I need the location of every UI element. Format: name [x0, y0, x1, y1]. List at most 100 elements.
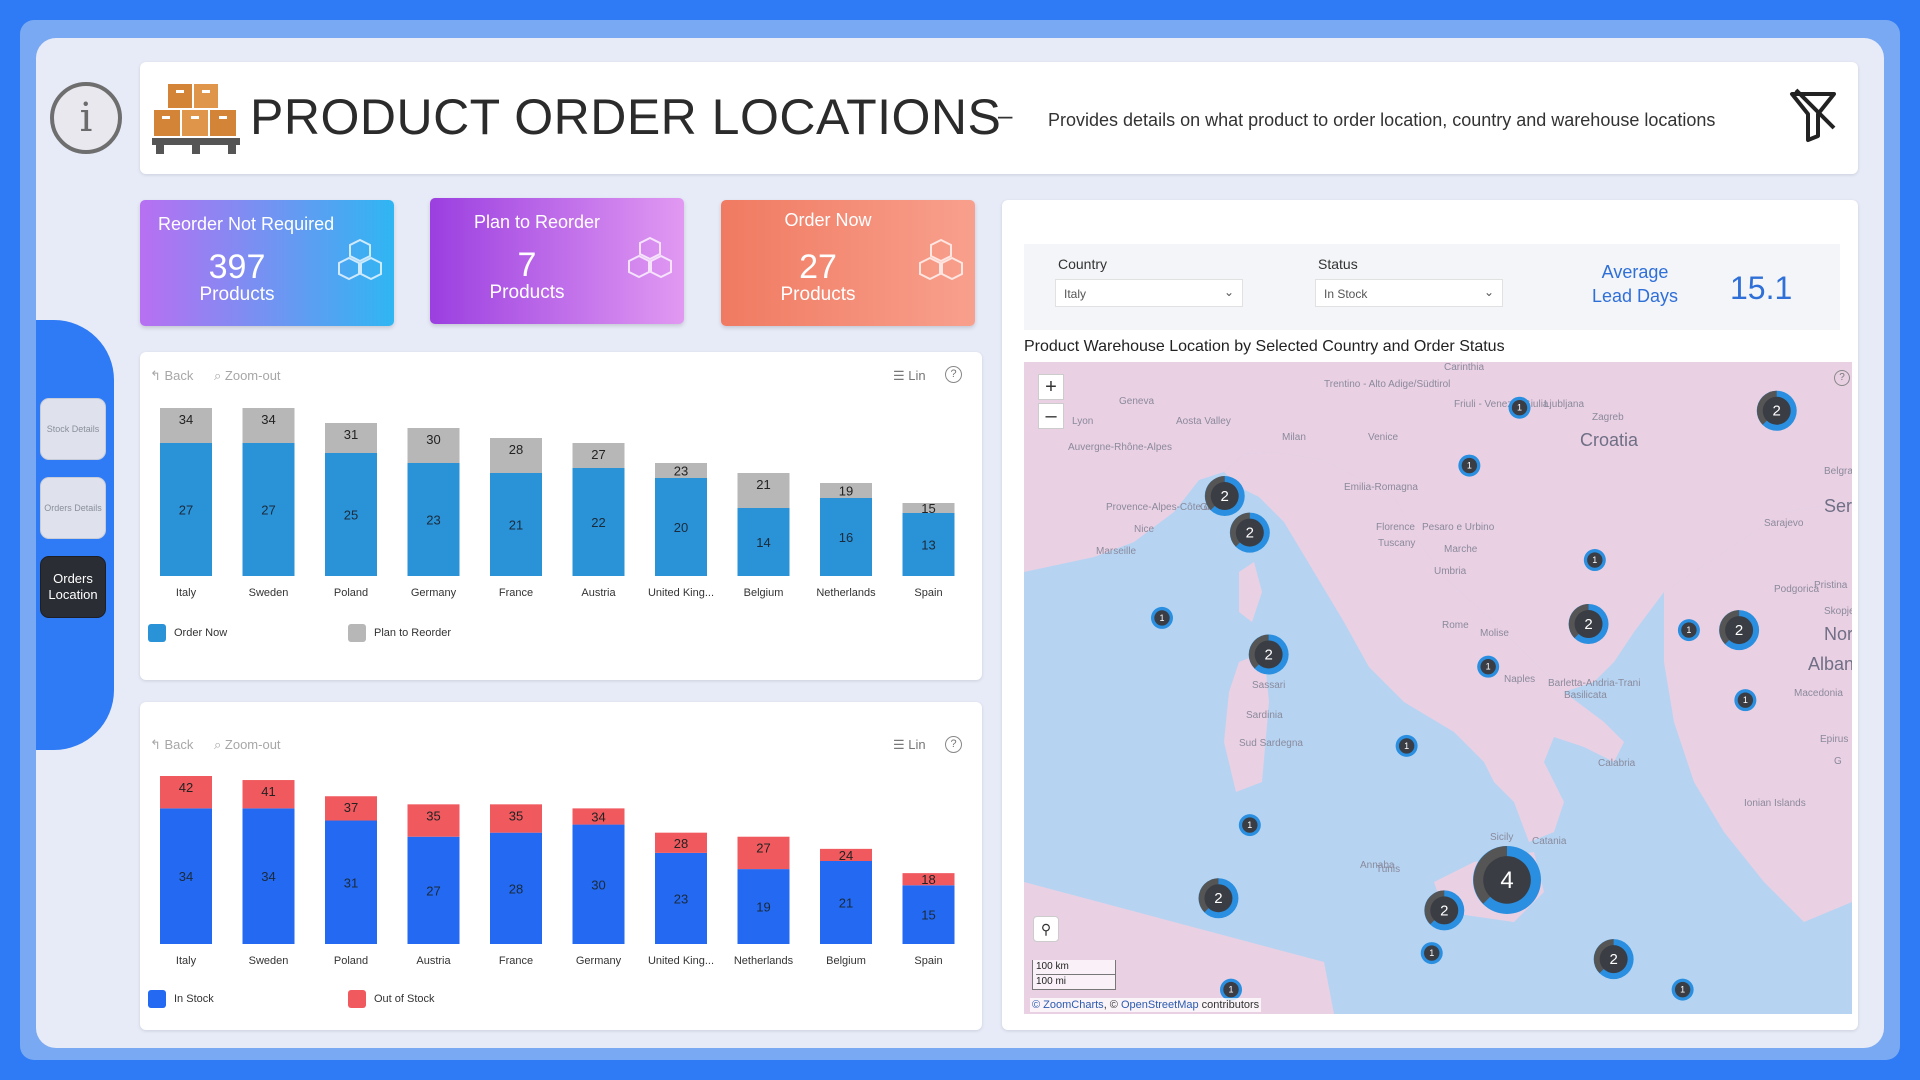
bar-plan-to-reorder[interactable] — [572, 443, 625, 468]
bar-plan-to-reorder[interactable] — [490, 438, 542, 473]
map-cluster-marker[interactable]: 2 — [1719, 610, 1760, 651]
map-place-label: Rome — [1442, 620, 1469, 631]
lin-label: Lin — [908, 737, 926, 752]
bar-order-now[interactable] — [902, 513, 955, 576]
map-cluster-marker[interactable]: 1 — [1734, 689, 1757, 712]
reorder-status-bar-chart: 27 34 Italy 27 34 Sweden 25 31 Poland 23 30 Germany… — [160, 408, 955, 599]
chart2-zoom-out-button[interactable]: ⌕ Zoom-out — [214, 737, 281, 753]
bar-plan-to-reorder[interactable] — [655, 463, 707, 478]
map-zoom-out-button[interactable]: – — [1038, 403, 1064, 429]
bar-out-of-stock[interactable] — [160, 776, 212, 809]
map-cluster-marker[interactable]: 2 — [1198, 878, 1239, 919]
openstreetmap-link[interactable]: OpenStreetMap — [1120, 999, 1199, 1011]
map-locate-button[interactable]: ⚲ — [1033, 916, 1059, 942]
chart1-help-icon[interactable]: ? — [945, 366, 962, 383]
map-place-label: Milan — [1282, 432, 1306, 443]
bar-out-of-stock[interactable] — [407, 804, 460, 837]
bar-out-of-stock[interactable] — [572, 808, 625, 825]
bar-order-now[interactable] — [655, 478, 707, 576]
map-cluster-marker[interactable]: 2 — [1756, 390, 1797, 431]
map-cluster-marker[interactable]: 1 — [1395, 734, 1418, 757]
bar-in-stock[interactable] — [655, 852, 707, 944]
map-zoom-in-button[interactable]: + — [1038, 374, 1064, 400]
chart2-help-icon[interactable]: ? — [945, 736, 962, 753]
data-label: 27 — [591, 447, 605, 462]
bar-order-now[interactable] — [407, 463, 460, 576]
map-cluster-marker[interactable]: 2 — [1248, 634, 1289, 675]
bar-order-now[interactable] — [490, 473, 542, 576]
map-cluster-marker[interactable]: 1 — [1420, 942, 1443, 965]
map-cluster-marker[interactable]: 1 — [1583, 549, 1606, 572]
country-dropdown[interactable]: Italy ⌄ — [1055, 279, 1243, 307]
map-cluster-marker[interactable]: 1 — [1508, 396, 1531, 419]
status-dropdown[interactable]: In Stock ⌄ — [1315, 279, 1503, 307]
map-cluster-marker[interactable]: 1 — [1677, 619, 1700, 642]
map-cluster-marker[interactable]: 2 — [1424, 890, 1465, 931]
chart2-lin-button[interactable]: ☰ Lin — [893, 737, 926, 753]
map-cluster-marker[interactable]: 1 — [1458, 454, 1481, 477]
map-cluster-marker[interactable]: 2 — [1568, 604, 1609, 645]
bar-plan-to-reorder[interactable] — [902, 503, 955, 513]
bar-order-now[interactable] — [160, 443, 212, 576]
bar-in-stock[interactable] — [902, 885, 955, 944]
map-cluster-marker[interactable]: 1 — [1220, 978, 1242, 1001]
chart1-back-button[interactable]: ↰ Back — [150, 368, 194, 383]
warehouse-location-map[interactable]: Carinthia Trentino - Alto Adige/Südtirol F… — [1024, 362, 1852, 1014]
bar-in-stock[interactable] — [490, 832, 542, 944]
bar-out-of-stock[interactable] — [655, 832, 707, 853]
map-cluster-marker[interactable]: 2 — [1229, 512, 1270, 553]
bar-in-stock[interactable] — [407, 836, 460, 944]
chart2-legend-in-stock[interactable]: In Stock — [148, 990, 214, 1008]
bar-out-of-stock[interactable] — [325, 796, 377, 821]
bar-in-stock[interactable] — [572, 824, 625, 944]
bar-in-stock[interactable] — [242, 808, 295, 944]
nav-orders-location[interactable]: Orders Location — [40, 556, 106, 618]
bar-out-of-stock[interactable] — [242, 780, 295, 809]
chart2-legend-out-of-stock[interactable]: Out of Stock — [348, 990, 435, 1008]
map-cluster-marker[interactable]: 1 — [1671, 978, 1694, 1001]
cluster-count: 1 — [1228, 985, 1233, 995]
bar-out-of-stock[interactable] — [902, 873, 955, 886]
map-cluster-marker[interactable]: 2 — [1593, 939, 1634, 980]
bar-order-now[interactable] — [737, 508, 790, 576]
map-cluster-marker[interactable]: 1 — [1238, 814, 1261, 837]
bar-plan-to-reorder[interactable] — [242, 408, 295, 443]
bar-in-stock[interactable] — [737, 869, 790, 944]
kpi-value: 7 — [517, 246, 537, 284]
chart1-legend-plan-to-reorder[interactable]: Plan to Reorder — [348, 624, 451, 642]
map-cluster-marker[interactable]: 1 — [1151, 606, 1173, 629]
nav-orders-details[interactable]: Orders Details — [40, 477, 106, 539]
data-label: 19 — [839, 484, 853, 499]
bar-in-stock[interactable] — [160, 808, 212, 944]
zoomcharts-link[interactable]: © ZoomCharts — [1032, 999, 1104, 1011]
bar-out-of-stock[interactable] — [820, 848, 872, 861]
bar-out-of-stock[interactable] — [737, 836, 790, 870]
bar-order-now[interactable] — [242, 443, 295, 576]
bar-order-now[interactable] — [820, 498, 872, 576]
chart2-back-button[interactable]: ↰ Back — [150, 737, 194, 752]
bar-plan-to-reorder[interactable] — [737, 473, 790, 508]
bar-plan-to-reorder[interactable] — [820, 483, 872, 498]
bar-in-stock[interactable] — [325, 820, 377, 944]
info-button[interactable]: i — [50, 82, 122, 154]
chart1-legend-order-now[interactable]: Order Now — [148, 624, 227, 642]
map-cluster-marker[interactable]: 1 — [1477, 655, 1500, 678]
bar-out-of-stock[interactable] — [490, 804, 542, 833]
bar-plan-to-reorder[interactable] — [407, 428, 460, 463]
data-label: 14 — [756, 535, 770, 550]
map-cluster-marker[interactable]: 2 — [1204, 476, 1245, 517]
bar-plan-to-reorder[interactable] — [160, 408, 212, 443]
help-label: ? — [950, 368, 957, 380]
clear-filter-icon[interactable] — [1788, 88, 1838, 144]
bar-plan-to-reorder[interactable] — [325, 423, 377, 453]
bar-in-stock[interactable] — [820, 861, 872, 944]
map-place-label: G — [1834, 756, 1842, 767]
bar-order-now[interactable] — [572, 468, 625, 576]
chart1-lin-button[interactable]: ☰ Lin — [893, 368, 926, 384]
map-cluster-marker[interactable]: 4 — [1473, 845, 1541, 914]
bar-order-now[interactable] — [325, 453, 377, 576]
nav-stock-details[interactable]: Stock Details — [40, 398, 106, 460]
map-help-icon[interactable]: ? — [1834, 370, 1850, 386]
chart1-zoom-out-button[interactable]: ⌕ Zoom-out — [214, 368, 281, 384]
map-place-label: Tuscany — [1378, 538, 1415, 549]
